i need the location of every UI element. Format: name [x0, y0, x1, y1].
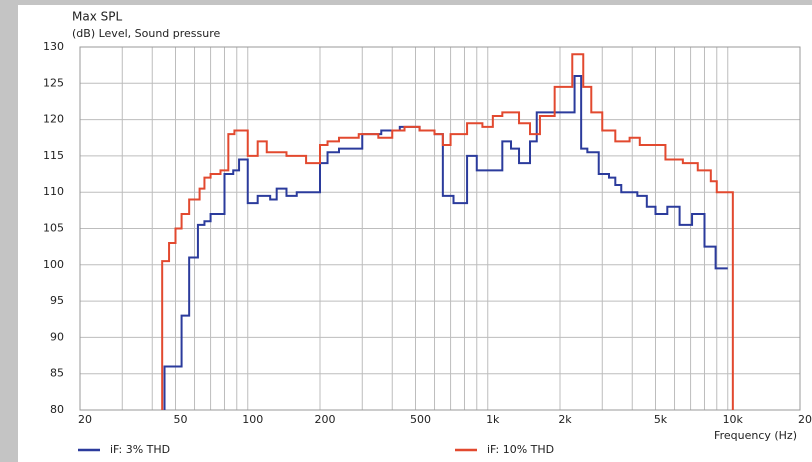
x-tick-label: 1k — [486, 413, 500, 426]
x-tick-label: 2k — [558, 413, 572, 426]
y-tick-label: 80 — [50, 403, 64, 416]
x-tick-label: 20 — [78, 413, 92, 426]
x-tick-label: 50 — [174, 413, 188, 426]
frame-left — [0, 0, 18, 462]
legend-label: iF: 3% THD — [110, 443, 170, 456]
y-tick-label: 110 — [43, 185, 64, 198]
x-tick-label: 5k — [654, 413, 668, 426]
y-tick-label: 105 — [43, 222, 64, 235]
y-tick-label: 100 — [43, 258, 64, 271]
y-tick-label: 130 — [43, 40, 64, 53]
y-tick-label: 120 — [43, 113, 64, 126]
y-tick-label: 125 — [43, 76, 64, 89]
series-line — [163, 75, 728, 410]
y-axis-label: (dB) Level, Sound pressure — [72, 27, 221, 40]
legend-label: iF: 10% THD — [487, 443, 554, 456]
plot-border — [79, 46, 801, 411]
x-tick-label: 100 — [242, 413, 263, 426]
y-tick-label: 90 — [50, 330, 64, 343]
x-axis-label: Frequency (Hz) — [714, 429, 797, 442]
x-tick-label: 20 — [798, 413, 812, 426]
y-tick-label: 95 — [50, 294, 64, 307]
x-tick-label: 10k — [723, 413, 744, 426]
y-tick-label: 115 — [43, 149, 64, 162]
y-tick-label: 85 — [50, 367, 64, 380]
frame-top — [0, 0, 812, 5]
chart-title: Max SPL — [72, 10, 122, 24]
series-line — [161, 53, 734, 410]
x-tick-label: 500 — [410, 413, 431, 426]
x-tick-label: 200 — [315, 413, 336, 426]
